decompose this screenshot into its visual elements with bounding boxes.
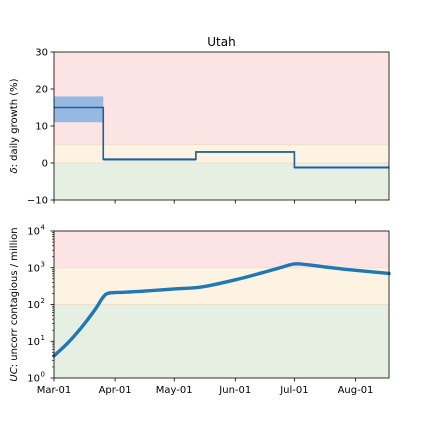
y-tick-label: 10 (27, 227, 40, 238)
growth-y-axis-symbol: δ (9, 167, 20, 173)
y-tick-label: 20 (35, 85, 48, 96)
x-tick-label: Apr-01 (99, 385, 132, 396)
zone-red (54, 231, 389, 268)
x-tick-label: Jul-01 (279, 385, 308, 396)
contagious-y-axis-symbol: UC (9, 367, 20, 381)
y-tick-label: −10 (27, 196, 48, 207)
y-tick-exponent: 3 (41, 260, 45, 268)
chart-title: Utah (207, 35, 235, 49)
growth-panel: −10 0 10 20 30 Utah δ: daily growth (%) (9, 35, 390, 207)
contagious-y-axis-label: UC: uncorr contagious / million (9, 227, 20, 381)
y-tick-exponent: 4 (41, 224, 46, 232)
confidence-band-segment (54, 96, 104, 123)
y-tick-exponent: 1 (41, 334, 45, 342)
x-tick-label: Mar-01 (37, 385, 72, 396)
zone-red (54, 52, 389, 145)
zone-yellow (54, 267, 389, 305)
y-tick-exponent: 0 (41, 371, 45, 379)
zone-green (54, 304, 389, 378)
contagious-y-axis-text: : uncorr contagious / million (9, 227, 20, 367)
y-tick-label: 10 (27, 300, 40, 311)
y-tick-label: 30 (35, 48, 48, 59)
growth-step-line (54, 106, 389, 169)
x-tick-label: Jun-01 (218, 385, 251, 396)
zone-green (54, 163, 389, 200)
y-tick-label: 10 (27, 263, 40, 274)
y-tick-label: 10 (27, 374, 40, 385)
x-tick-label: May-01 (156, 385, 193, 396)
y-tick-exponent: 2 (41, 297, 45, 305)
y-tick-label: 10 (35, 122, 48, 133)
growth-y-axis-label: δ: daily growth (%) (9, 78, 20, 173)
contagious-line (52, 262, 391, 358)
y-tick-label: 10 (27, 337, 40, 348)
x-tick-label: Aug-01 (338, 385, 374, 396)
growth-y-axis-text: : daily growth (%) (9, 78, 20, 167)
y-tick-label: 0 (42, 159, 48, 170)
